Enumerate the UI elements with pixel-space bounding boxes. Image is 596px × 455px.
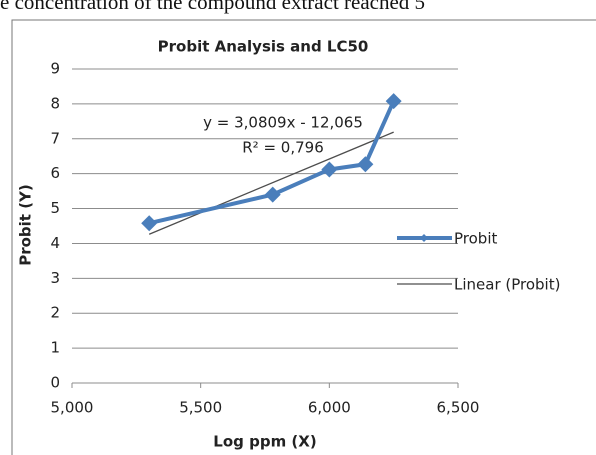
marker <box>357 156 374 173</box>
x-tick-label: 6,000 <box>308 399 351 417</box>
x-tick-label: 5,000 <box>51 399 94 417</box>
caption-fragment: e concentration of the compound extract … <box>0 0 425 14</box>
y-tick-label: 2 <box>50 304 60 322</box>
y-tick-label: 0 <box>50 374 60 392</box>
y-tick-label: 4 <box>50 234 60 252</box>
legend-label: Probit <box>454 230 497 248</box>
r-squared: R² = 0,796 <box>242 139 323 157</box>
chart-title: Probit Analysis and LC50 <box>158 38 369 56</box>
marker <box>141 215 158 232</box>
trend-line <box>148 131 394 235</box>
y-tick-label: 5 <box>50 199 60 217</box>
x-tick-label: 6,500 <box>437 399 480 417</box>
legend-marker <box>420 234 428 242</box>
marker <box>385 93 402 110</box>
equation: y = 3,0809x - 12,065 <box>203 114 363 132</box>
legend-label: Linear (Probit) <box>454 276 560 294</box>
marker <box>264 186 281 203</box>
chart-border <box>11 19 596 455</box>
y-tick-label: 1 <box>50 339 60 357</box>
x-axis-label: Log ppm (X) <box>213 433 316 451</box>
y-tick-label: 3 <box>50 269 60 287</box>
x-tick-label: 5,500 <box>179 399 222 417</box>
marker <box>321 161 338 178</box>
y-tick-label: 9 <box>50 60 60 78</box>
y-axis-label: Probit (Y) <box>17 184 35 266</box>
y-tick-label: 6 <box>50 164 60 182</box>
y-tick-label: 8 <box>50 94 60 112</box>
y-tick-label: 7 <box>50 129 60 147</box>
